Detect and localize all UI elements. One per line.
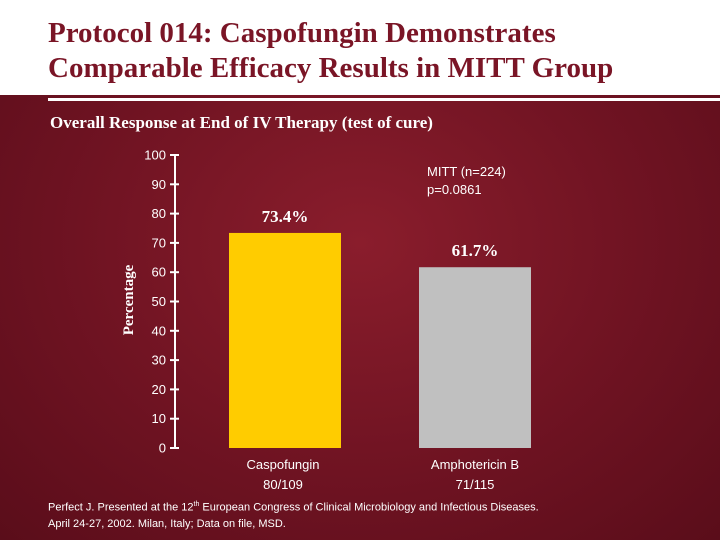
title-line-1: Protocol 014: Caspofungin Demonstrates [48, 17, 556, 49]
footnote-text-a: Perfect J. Presented at the 12 [48, 501, 194, 514]
chart-subtitle: Overall Response at End of IV Therapy (t… [50, 113, 433, 132]
annotation-mitt: MITT (n=224) [427, 164, 506, 179]
category-count: 71/115 [456, 477, 495, 492]
y-axis-label: Percentage [121, 264, 137, 335]
bar-amphotericin-b [419, 267, 531, 448]
title-divider [48, 98, 720, 101]
footnote-line-1: Perfect J. Presented at the 12th Europea… [48, 497, 708, 516]
category-count: 80/109 [263, 477, 303, 492]
title-line-2: Comparable Efficacy Results in MITT Grou… [48, 52, 614, 84]
y-tick-label: 0 [159, 441, 166, 456]
footnote: Perfect J. Presented at the 12th Europea… [48, 497, 708, 532]
page-title: Protocol 014: Caspofungin Demonstrates C… [48, 16, 718, 86]
y-tick-label: 10 [152, 411, 166, 426]
bar-caspofungin [229, 232, 341, 448]
category-label: Caspofungin [247, 457, 320, 472]
annotation-pvalue: p=0.0861 [427, 182, 482, 197]
y-tick-label: 50 [152, 294, 166, 309]
y-tick-label: 80 [152, 206, 166, 221]
footnote-superscript: th [193, 501, 200, 508]
category-label: Amphotericin B [431, 457, 519, 472]
title-band [0, 0, 720, 95]
y-tick-label: 30 [152, 353, 166, 368]
y-tick-label: 40 [152, 323, 166, 338]
y-tick-label: 90 [152, 177, 166, 192]
footnote-text-b: European Congress of Clinical Microbiolo… [199, 501, 539, 514]
y-tick-label: 70 [152, 235, 166, 250]
y-tick-label: 100 [144, 148, 166, 163]
y-tick-label: 60 [152, 265, 166, 280]
data-label: 73.4% [262, 207, 309, 226]
data-label: 61.7% [452, 241, 499, 260]
footnote-line-2: April 24-27, 2002. Milan, Italy; Data on… [48, 517, 286, 530]
y-tick-label: 20 [152, 382, 166, 397]
